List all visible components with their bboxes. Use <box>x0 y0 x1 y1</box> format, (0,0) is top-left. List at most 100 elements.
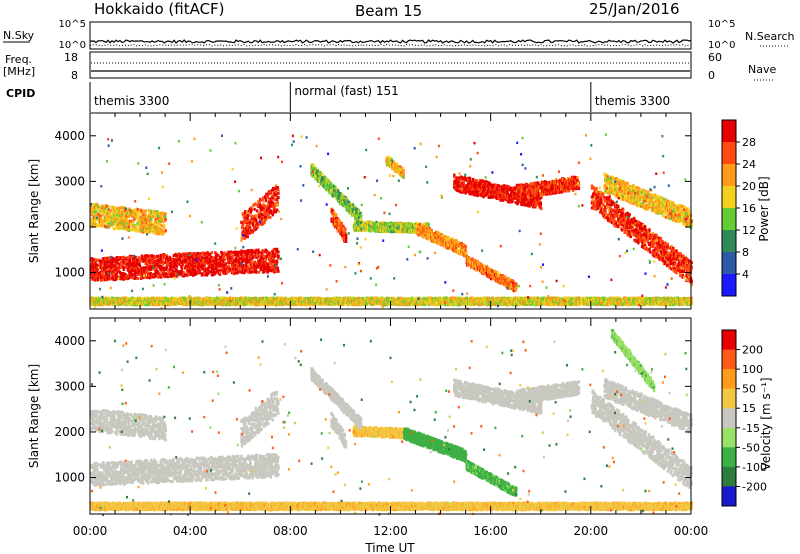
heatmap-cell <box>276 203 279 207</box>
heatmap-cell <box>137 256 140 260</box>
heatmap-cell <box>143 266 146 270</box>
heatmap-cell <box>540 207 543 211</box>
heatmap-cell <box>98 271 102 275</box>
heatmap-cell <box>90 262 93 266</box>
heatmap-cell <box>118 275 121 279</box>
heatmap-cell <box>115 209 118 212</box>
freq-panel: Freq. [MHz] 18 8 60 0 Nave <box>3 51 776 82</box>
heatmap-cell <box>464 245 467 249</box>
heatmap-cell <box>177 258 180 262</box>
heatmap-cell <box>103 206 106 210</box>
heatmap-cell <box>227 269 231 273</box>
heatmap-cell <box>268 253 271 256</box>
heatmap-cell <box>106 217 110 221</box>
heatmap-cell <box>261 257 264 261</box>
heatmap-cell <box>234 267 237 271</box>
heatmap-cell <box>189 268 192 272</box>
heatmap-cell <box>94 216 97 220</box>
heatmap-cell <box>150 267 153 271</box>
heatmap-cell <box>232 261 235 265</box>
heatmap-cell <box>91 267 94 271</box>
heatmap-cell <box>91 263 95 267</box>
beam-title: Beam 15 <box>355 2 422 20</box>
cpid-label: CPID <box>6 87 35 100</box>
heatmap-cell <box>116 265 120 269</box>
heatmap-cell <box>203 265 207 269</box>
heatmap-cell <box>214 258 217 262</box>
heatmap-cell <box>94 263 97 267</box>
heatmap-cell <box>118 262 121 266</box>
heatmap-cell <box>141 259 144 263</box>
heatmap-cell <box>194 272 197 276</box>
heatmap-cell <box>277 255 280 259</box>
heatmap-cell <box>151 275 154 279</box>
heatmap-cell <box>182 259 185 263</box>
heatmap-cell <box>196 271 199 275</box>
heatmap-cell <box>245 261 248 265</box>
heatmap-cell <box>119 265 122 269</box>
heatmap-cell <box>168 261 172 265</box>
heatmap-cell <box>247 255 251 258</box>
heatmap-cell <box>96 275 99 279</box>
heatmap-cell <box>224 253 227 257</box>
heatmap-cell <box>134 276 137 280</box>
heatmap-cell <box>129 261 132 265</box>
heatmap-cell <box>223 267 226 271</box>
heatmap-cell <box>515 282 518 286</box>
heatmap-cell <box>246 235 249 239</box>
heatmap-cell <box>240 249 243 253</box>
heatmap-cell <box>215 256 218 260</box>
heatmap-cell <box>244 268 247 272</box>
heatmap-cell <box>229 250 232 254</box>
heatmap-cell <box>148 267 152 271</box>
heatmap-cell <box>120 275 123 279</box>
heatmap-cell <box>245 219 249 223</box>
heatmap-cell <box>175 267 178 271</box>
heatmap-cell <box>234 257 237 261</box>
heatmap-cell <box>172 274 175 278</box>
heatmap-cell <box>191 269 194 273</box>
heatmap-cell <box>192 257 196 261</box>
heatmap-cell <box>527 195 530 199</box>
heatmap-cell <box>121 271 124 275</box>
heatmap-cell <box>162 269 165 273</box>
heatmap-cell <box>93 261 96 265</box>
heatmap-cell <box>121 265 125 269</box>
heatmap-cell <box>198 271 202 275</box>
heatmap-cell <box>196 253 199 257</box>
heatmap-cell <box>111 276 114 280</box>
heatmap-cell <box>228 261 231 265</box>
heatmap-cell <box>262 253 265 257</box>
heatmap-cell <box>244 254 247 258</box>
heatmap-cell <box>253 207 256 211</box>
heatmap-cell <box>182 271 186 275</box>
heatmap-cell <box>103 224 107 228</box>
heatmap-cell <box>103 219 107 223</box>
heatmap-cell <box>199 267 202 271</box>
heatmap-cell <box>126 262 130 266</box>
heatmap-cell <box>219 271 222 275</box>
heatmap-cell <box>242 268 245 272</box>
heatmap-cell <box>201 272 204 276</box>
heatmap-cell <box>93 218 97 222</box>
heatmap-cell <box>164 229 167 233</box>
heatmap-cell <box>224 262 227 266</box>
heatmap-cell <box>115 258 119 262</box>
heatmap-cell <box>100 221 103 224</box>
heatmap-cell <box>234 271 237 275</box>
date-title: 25/Jan/2016 <box>589 0 680 18</box>
heatmap-cell <box>102 211 105 215</box>
heatmap-cell <box>121 262 125 266</box>
heatmap-cell <box>163 224 166 228</box>
heatmap-cell <box>101 218 104 221</box>
heatmap-cell <box>258 251 261 255</box>
heatmap-cell <box>277 188 280 192</box>
heatmap-cell <box>155 266 158 270</box>
heatmap-cell <box>241 260 244 264</box>
heatmap-cell <box>146 254 149 258</box>
heatmap-cell <box>107 260 110 264</box>
heatmap-cell <box>191 258 194 262</box>
heatmap-cell <box>159 253 162 257</box>
heatmap-cell <box>130 271 133 274</box>
